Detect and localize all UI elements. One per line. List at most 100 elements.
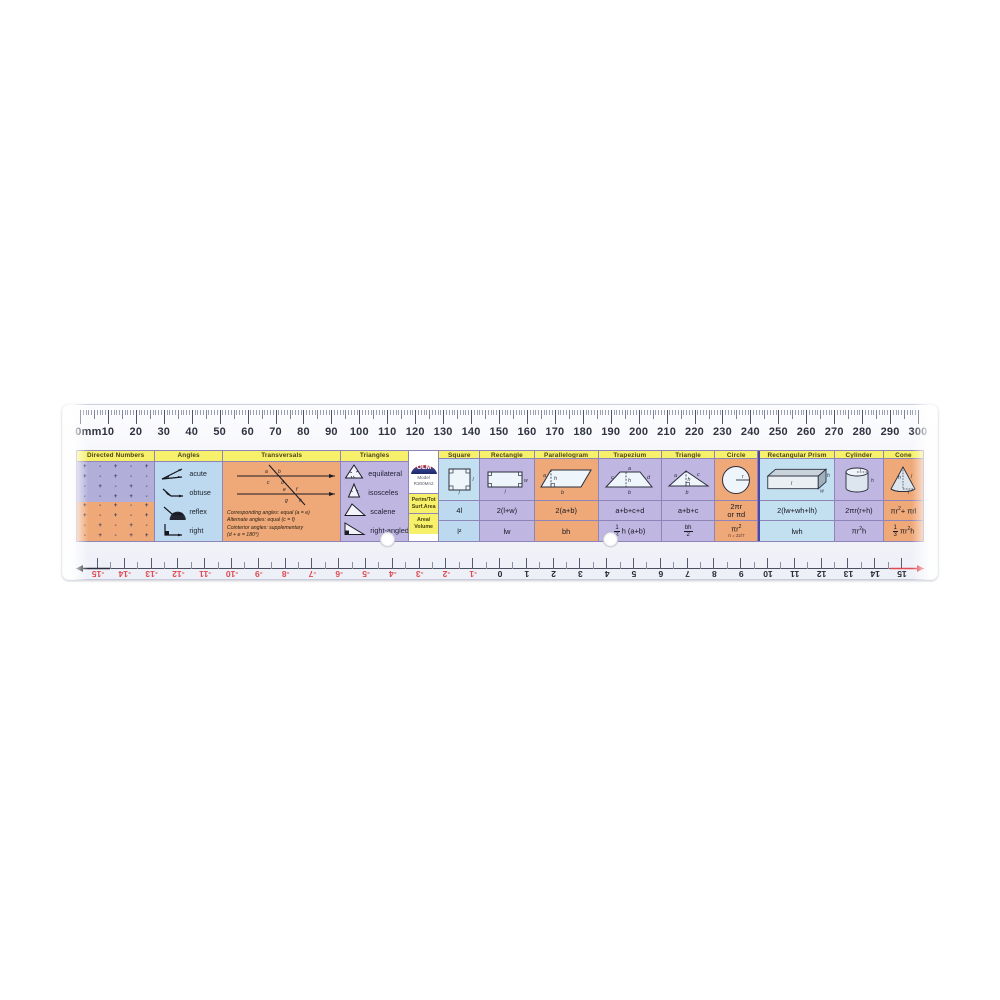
tick-mm-240 (750, 410, 752, 424)
tick-mm-210 (666, 410, 668, 424)
maths-ruler: 0mm 10 20 30 40 50 60 70 80 90 100 110 120 130 140 150 1… (62, 404, 938, 580)
tick-mm-168 (549, 410, 551, 415)
tick-mm-81 (306, 410, 308, 415)
tick-mm-202 (644, 410, 646, 415)
tick-mm-228 (716, 410, 718, 415)
tick-mm-47 (211, 410, 213, 415)
top-scale-label-130: 130 (433, 426, 453, 438)
number-line-tick-1 (525, 558, 527, 569)
tick-mm-20 (135, 410, 137, 424)
tick-mm-107 (378, 410, 380, 415)
tick-mm-289 (887, 410, 889, 415)
sign-cell: - (99, 473, 102, 480)
top-scale-label-10: 10 (101, 426, 115, 438)
tick-mm-261 (809, 410, 811, 415)
angle-label-acute: acute (189, 469, 207, 478)
tick-mm-284 (873, 410, 875, 415)
tick-mm-97 (350, 410, 352, 415)
tick-mm-59 (244, 410, 246, 415)
perimeter-circle: 2πr or πd (715, 501, 758, 521)
number-line-label-4: 4 (604, 569, 610, 579)
top-scale-label-100: 100 (349, 426, 369, 438)
number-line-halfway-tick (619, 562, 621, 569)
tick-mm-48 (214, 410, 216, 415)
panel-rectangle: Rectangle w l 2(l (480, 451, 535, 541)
top-scale-label-140: 140 (461, 426, 481, 438)
equilateral-triangle-icon (344, 463, 364, 484)
top-scale-label-210: 210 (657, 426, 677, 438)
sign-cell: + (129, 493, 133, 500)
triangle-label-scalene: scalene (370, 507, 396, 516)
tick-mm-137 (462, 410, 464, 415)
tick-mm-225 (708, 410, 710, 419)
tick-mm-256 (795, 410, 797, 415)
tick-mm-43 (200, 410, 202, 415)
tick-mm-297 (909, 410, 911, 415)
tick-mm-189 (607, 410, 609, 415)
svg-text:d: d (281, 480, 284, 486)
sign-cell: + (113, 463, 118, 470)
number-line-halfway-tick (780, 562, 782, 569)
tick-mm-244 (761, 410, 763, 415)
sign-cell: + (113, 473, 118, 480)
obtuse-angle-icon (160, 485, 186, 501)
sign-cell: - (83, 533, 86, 540)
tick-mm-86 (320, 410, 322, 415)
tick-mm-222 (700, 410, 702, 415)
trapezium-figure-icon: a c h d b (604, 466, 653, 496)
tick-mm-112 (392, 410, 394, 415)
panel-cone: Cone h l r πr2+ πr (883, 451, 924, 541)
number-line-halfway-tick (271, 562, 273, 569)
number-line-label-14: 14 (870, 569, 880, 579)
tick-mm-184 (593, 410, 595, 415)
perimeter-triangle: a+b+c (661, 501, 715, 521)
tick-mm-117 (406, 410, 408, 415)
column-title-rectangular-prism: Rectangular Prism (760, 451, 834, 459)
tick-mm-6 (96, 410, 98, 415)
tick-mm-142 (476, 410, 478, 415)
tick-mm-260 (806, 410, 808, 424)
tick-mm-15 (121, 410, 123, 419)
tick-mm-0 (80, 410, 81, 424)
tick-mm-236 (739, 410, 741, 415)
top-scale-label-220: 220 (685, 426, 704, 438)
tick-mm-64 (258, 410, 260, 415)
top-scale-label-190: 190 (601, 426, 621, 438)
tick-mm-8 (102, 410, 104, 415)
area-square: l² (439, 521, 480, 541)
tick-mm-114 (398, 410, 400, 415)
tick-mm-238 (744, 410, 746, 415)
number-line-label-6: 6 (658, 569, 664, 579)
number-line-tick-12 (820, 558, 822, 569)
tick-mm-158 (521, 410, 523, 415)
sign-cell: + (98, 533, 102, 540)
svg-text:a: a (674, 473, 677, 479)
number-line-label--10: -10 (225, 569, 239, 579)
column-title-square: Square (439, 451, 480, 459)
tick-mm-272 (839, 410, 841, 415)
circle-pi-note: π = 22/7 (727, 533, 745, 539)
tick-mm-204 (649, 410, 651, 415)
tick-mm-274 (845, 410, 847, 415)
tick-mm-68 (269, 410, 271, 415)
tick-mm-135 (457, 410, 459, 419)
tick-mm-60 (247, 410, 249, 424)
number-line-halfway-tick (726, 562, 728, 569)
perimeter-cylinder: 2πr(r+h) (834, 501, 883, 521)
sign-cell: - (145, 473, 148, 480)
tick-mm-243 (758, 410, 760, 415)
number-line-label--7: -7 (308, 569, 317, 579)
tick-mm-83 (311, 410, 313, 415)
svg-text:e: e (283, 487, 286, 493)
tick-mm-217 (686, 410, 688, 415)
tick-mm-49 (216, 410, 218, 415)
tick-mm-253 (786, 410, 788, 415)
panel-parallelogram: Parallelogram a h b 2(a+b) (534, 451, 599, 541)
tick-mm-46 (208, 410, 210, 415)
tick-mm-276 (850, 410, 852, 415)
tick-mm-273 (842, 410, 844, 415)
sign-cell: - (99, 463, 102, 470)
top-scale-label-300: 300 (908, 426, 928, 438)
svg-text:h: h (554, 476, 557, 482)
tick-mm-181 (585, 410, 587, 415)
